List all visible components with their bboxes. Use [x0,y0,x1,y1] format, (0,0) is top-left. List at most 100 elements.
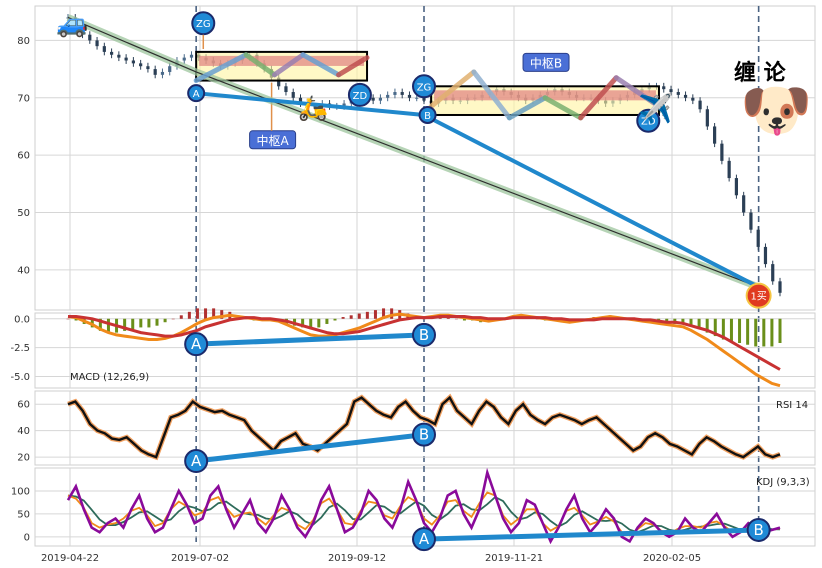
macd-histogram-bar [721,318,725,340]
zigzag-segment [428,69,477,109]
candle-body [168,66,172,72]
candle-body [298,97,303,104]
zigzag-segment [613,75,662,109]
macd-histogram-bar [66,318,70,320]
divergence-label: B [753,521,763,539]
candle-body [182,57,186,61]
kdj-label: KDJ (9,3,3) [756,477,810,488]
macd-histogram-bar [195,308,199,319]
macd-histogram-bar [689,318,693,326]
divergence-label: A [419,530,430,548]
kdj-panel: 0 50 100 A B [11,467,781,552]
marker-circle [187,84,206,103]
macd-histogram-bar [147,318,151,328]
monk-dog-icon: 🐶 [740,76,812,144]
candle-body [291,92,295,98]
candle-body [313,106,317,108]
macd-histogram-bar [301,318,305,328]
zigzag-segment [578,75,619,121]
marker-label: A [193,89,200,100]
rsi-label: RSI 14 [776,400,808,411]
trend-line [195,91,425,117]
divergence-label: B [419,326,429,344]
zigzag-segment [300,52,342,78]
candle-body [683,94,688,98]
candle-body [109,51,114,55]
zigzag-segment [193,52,249,84]
marker-label: ZD [353,91,368,102]
marker-label: ZD [641,117,656,128]
candle-body [662,86,666,90]
candle-body [771,264,775,282]
candle-body [102,46,106,52]
macd-label: MACD (12,26,9) [70,372,149,383]
macd-histogram-bar [778,318,782,343]
candle-body [705,109,709,127]
candle-body [407,94,412,98]
macd-histogram-bar [462,318,466,321]
macd-histogram-bar [390,308,394,319]
zigzag-segment [506,95,548,121]
macd-histogram-bar [74,318,78,321]
marker-label: B [424,111,431,122]
candle-body [734,178,739,196]
macd-histogram-bar [171,318,175,320]
y-tick-label: 0.0 [14,314,30,325]
macd-histogram-bar [309,318,313,330]
y-tick-label: 50 [17,208,30,219]
x-tick-label: 2019-04-22 [41,553,99,564]
stroke-line [67,16,197,73]
macd-histogram-bar [317,318,321,328]
candle-body [160,71,165,75]
zhongshu-label-bg [522,52,570,72]
marker-circle [412,74,436,99]
marker-label: 1买 [750,291,766,303]
marker-circle [745,282,772,309]
macd-histogram-bar [705,318,709,333]
macd-histogram-bar [665,318,669,323]
macd-histogram-bar [139,318,143,328]
macd-histogram-bar [382,308,386,319]
candle-body [727,160,731,179]
macd-histogram-bar [738,318,742,343]
zigzag-segment [336,55,370,78]
candle-body [284,86,288,93]
candle-body [124,57,128,61]
marker-label: ZG [417,82,432,93]
macd-histogram-bar [454,318,458,320]
y-tick-label: 70 [17,93,30,104]
y-tick-label: -2.5 [10,343,30,354]
y-tick-label: 40 [17,426,30,437]
divergence-marker [412,422,436,447]
divergence-marker [184,449,209,474]
macd-histogram-bar [98,318,102,331]
y-tick-label: 50 [17,509,30,520]
macd-histogram-bar [204,308,208,319]
x-tick-label: 2019-07-02 [171,553,229,564]
zhongshu-label-bg [249,130,297,150]
divergence-line [195,432,425,464]
divergence-line [196,332,425,347]
macd-histogram-bar [131,318,135,330]
marker-circle [347,82,372,107]
macd-histogram-bar [106,318,110,333]
marker-circle [636,108,661,133]
candle-body [117,54,121,58]
macd-histogram-bar [697,318,701,330]
divergence-marker [184,332,209,357]
candle-body [415,97,419,99]
macd-histogram-bar [770,318,774,347]
candle-body [763,246,768,265]
macd-histogram-bar [373,310,377,319]
candle-body [713,126,717,144]
candle-body [756,229,760,247]
rsi-line [67,395,781,459]
candle-body [778,281,782,293]
candle-body [676,92,680,95]
candle-body [189,54,194,58]
stroke-line [195,71,759,288]
divergence-line [423,527,759,542]
divergence-label: A [191,452,202,470]
chan-title-text: 缠 论 [734,60,787,86]
candle-body [386,94,390,98]
